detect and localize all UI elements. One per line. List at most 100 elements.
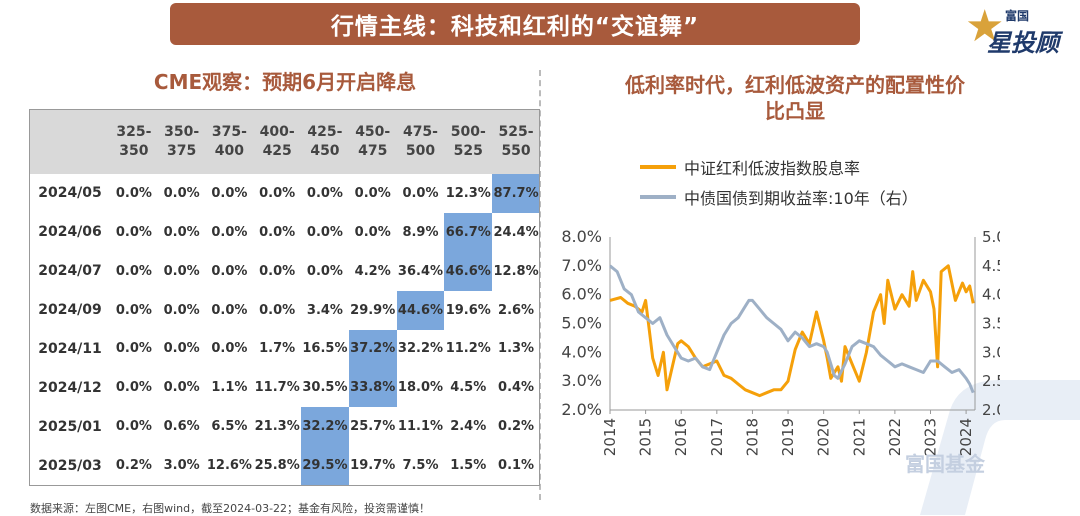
table-cell: 30.5% — [302, 380, 348, 396]
y-right-tick-label: 3.5% — [982, 315, 1000, 333]
x-tick-label: 2017 — [708, 418, 726, 456]
row-label: 2024/06 — [38, 224, 102, 241]
series-line-dividend — [609, 264, 975, 398]
legend-swatch-dividend — [640, 165, 676, 169]
table-cell: 0.0% — [211, 341, 248, 357]
column-header: 425- 450 — [301, 110, 349, 174]
table-cell: 0.0% — [115, 302, 152, 318]
logo-small-text: 富国 — [1005, 9, 1030, 23]
table-cell: 29.9% — [350, 302, 396, 318]
divider — [539, 70, 541, 500]
table-cell: 11.1% — [397, 419, 444, 435]
x-tick-label: 2020 — [815, 418, 833, 456]
table-row: 2024/09 0.0% 0.0% 0.0% 0.0% 3.4% 29.9% 44.6% 19.… — [30, 290, 540, 330]
table-cell: 12.6% — [206, 458, 252, 474]
table-cell: 12.8% — [493, 263, 539, 279]
table-cell: 19.6% — [445, 302, 491, 318]
cme-probability-table: 325- 350 350- 375 375- 400 400- 425 425- 450 450- 4… — [30, 110, 540, 485]
legend-item-bond: 中债国债到期收益率:10年（右） — [640, 182, 918, 212]
column-header: 525- 550 — [492, 110, 540, 174]
table-cell: 4.2% — [354, 263, 391, 279]
highlight-cell: 46.6% — [444, 251, 493, 291]
row-label: 2024/12 — [38, 379, 102, 396]
table-cell: 0.0% — [115, 185, 152, 201]
table-cell: 0.0% — [211, 185, 248, 201]
y-right-tick-label: 5.0% — [982, 228, 1000, 246]
column-header: 500- 525 — [444, 110, 493, 174]
table-row: 2025/01 0.0% 0.6% 6.5% 21.3% 32.2% 25.7% 11.1% 2… — [30, 407, 540, 447]
y-right-tick-label: 2.5% — [982, 372, 1000, 390]
column-header-line: 400- — [259, 124, 295, 140]
table-cell: 0.0% — [115, 341, 152, 357]
table-cell: 36.4% — [397, 263, 444, 279]
right-title-line-2: 比凸显 — [765, 99, 825, 123]
row-label: 2024/05 — [38, 185, 102, 202]
table-cell: 25.8% — [254, 458, 300, 474]
table-cell: 0.0% — [354, 185, 391, 201]
source-note: 数据来源：左图CME，右图wind，截至2024-03-22；基金有风险，投资需… — [30, 502, 431, 515]
row-label: 2025/03 — [38, 457, 102, 474]
table-body: 2024/05 0.0% 0.0% 0.0% 0.0% 0.0% 0.0% 0.0% 12.3%… — [30, 174, 540, 485]
column-header-line: 400 — [214, 143, 245, 159]
table-cell: 0.0% — [163, 302, 200, 318]
column-header: 325- 350 — [110, 110, 158, 174]
column-header-line: 450- — [355, 124, 391, 140]
table-corner — [30, 110, 110, 174]
table-cell: 0.0% — [259, 185, 296, 201]
column-header-line: 325- — [116, 124, 152, 140]
table-cell: 0.0% — [306, 263, 343, 279]
table-cell: 0.0% — [115, 263, 152, 279]
y-left-tick-label: 2.0% — [561, 400, 602, 419]
highlight-cell: 37.2% — [348, 329, 397, 369]
logo-big-text: 星投顾 — [987, 29, 1059, 57]
column-header-line: 375- — [211, 124, 247, 140]
right-title-line-1: 低利率时代，红利低波资产的配置性价 — [625, 73, 965, 97]
y-left-tick-label: 4.0% — [561, 342, 602, 361]
x-tick-label: 2014 — [601, 418, 619, 456]
table-cell: 0.0% — [211, 302, 248, 318]
column-header-line: 375 — [167, 143, 197, 159]
x-tick-label: 2024 — [957, 418, 975, 456]
table-cell: 0.0% — [259, 224, 296, 240]
y-left-tick-label: 7.0% — [561, 256, 602, 275]
table-cell: 0.2% — [115, 458, 152, 474]
table-cell: 6.5% — [211, 419, 248, 435]
table-cell: 2.6% — [498, 302, 535, 318]
column-header-line: 350 — [119, 143, 149, 159]
row-label: 2025/01 — [38, 418, 102, 435]
watermark-shape-icon — [920, 380, 1080, 515]
highlight-cell: 29.5% — [301, 446, 349, 485]
table-cell: 11.7% — [254, 380, 300, 396]
table-cell: 0.0% — [163, 224, 200, 240]
table-cell: 25.7% — [350, 419, 396, 435]
x-tick-label: 2018 — [743, 418, 761, 456]
table-row: 2024/07 0.0% 0.0% 0.0% 0.0% 0.0% 4.2% 36.4% 46.6… — [30, 251, 540, 291]
x-tick-label: 2022 — [886, 418, 904, 456]
legend-label-bond: 中债国债到期收益率:10年（右） — [684, 189, 918, 208]
table-cell: 0.0% — [259, 263, 296, 279]
table-cell: 0.0% — [354, 224, 391, 240]
x-tick-label: 2019 — [779, 418, 797, 456]
y-left-tick-label: 8.0% — [561, 227, 602, 246]
logo: ★ 富国 星投顾 — [965, 5, 1077, 58]
column-header: 375- 400 — [205, 110, 254, 174]
highlight-cell: 32.2% — [301, 407, 349, 447]
table-row: 2024/11 0.0% 0.0% 0.0% 1.7% 16.5% 37.2% 32.2% 11… — [30, 329, 540, 369]
table-cell: 3.4% — [306, 302, 343, 318]
table-cell: 1.1% — [211, 380, 248, 396]
legend-item-dividend: 中证红利低波指数股息率 — [640, 152, 918, 182]
column-header-line: 475- — [402, 124, 438, 140]
table-cell: 0.0% — [115, 419, 152, 435]
series-line-bond — [609, 264, 975, 394]
highlight-cell: 87.7% — [492, 174, 540, 213]
table-cell: 32.2% — [397, 341, 444, 357]
y-right-tick-label: 3.0% — [982, 343, 1000, 361]
column-header-line: 525- — [498, 124, 534, 140]
highlight-cell: 33.8% — [348, 368, 397, 408]
line-chart: 2.0% 3.0% 4.0% 5.0% 6.0% 7.0% 8.0% 2.0% 2.5% 3.0%… — [561, 227, 1000, 456]
table-cell: 0.0% — [306, 185, 343, 201]
watermark-text: 富国基金 — [905, 452, 985, 476]
y-right-tick-label: 4.5% — [982, 257, 1000, 275]
row-label: 2024/11 — [38, 340, 102, 357]
column-header-line: 525 — [453, 143, 483, 159]
